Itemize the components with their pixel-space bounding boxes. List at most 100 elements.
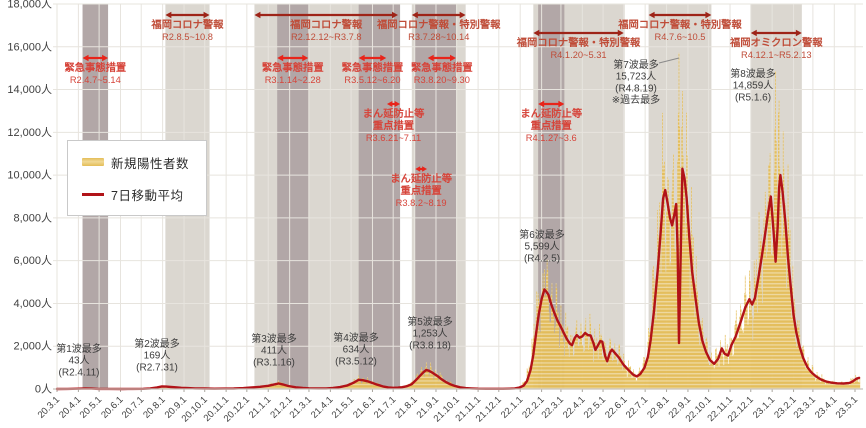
svg-text:(R2.4.11): (R2.4.11): [59, 367, 100, 378]
svg-text:21.6.1: 21.6.1: [351, 394, 377, 420]
svg-text:169人: 169人: [144, 350, 171, 362]
svg-text:43人: 43人: [68, 355, 89, 367]
svg-text:福岡コロナ警報: 福岡コロナ警報: [289, 18, 363, 31]
svg-text:2,000人: 2,000人: [13, 340, 52, 353]
svg-text:R4.1.20~5.31: R4.1.20~5.31: [550, 50, 606, 60]
svg-text:14,000人: 14,000人: [7, 83, 52, 96]
svg-text:8,000人: 8,000人: [13, 211, 52, 224]
svg-text:第8波最多: 第8波最多: [730, 67, 776, 80]
svg-text:R2.12.12~R3.7.8: R2.12.12~R3.7.8: [291, 32, 362, 42]
svg-text:まん延防止等: まん延防止等: [390, 172, 452, 185]
svg-text:22.1.1: 22.1.1: [499, 394, 525, 420]
svg-text:(R4.8.19): (R4.8.19): [615, 83, 657, 94]
svg-text:※過去最多: ※過去最多: [612, 93, 660, 106]
svg-text:福岡コロナ警報・特別警報: 福岡コロナ警報・特別警報: [376, 18, 501, 31]
svg-text:20.3.1: 20.3.1: [36, 394, 62, 420]
svg-text:21.5.1: 21.5.1: [330, 394, 356, 420]
svg-text:15,723人: 15,723人: [616, 71, 657, 83]
svg-text:緊急事態措置: 緊急事態措置: [411, 61, 473, 74]
svg-text:第4波最多: 第4波最多: [333, 331, 379, 344]
svg-text:21.7.1: 21.7.1: [372, 394, 398, 420]
svg-text:第5波最多: 第5波最多: [407, 315, 453, 328]
svg-text:R2.4.7~5.14: R2.4.7~5.14: [70, 75, 121, 85]
svg-text:(R3.5.12): (R3.5.12): [335, 356, 377, 367]
svg-text:緊急事態措置: 緊急事態措置: [64, 61, 126, 74]
svg-text:R3.6.21~7.11: R3.6.21~7.11: [366, 133, 421, 143]
svg-text:(R3.1.16): (R3.1.16): [253, 357, 295, 368]
svg-text:20.6.1: 20.6.1: [99, 394, 125, 420]
legend-item-new-cases: 新規陽性者数: [82, 151, 198, 173]
svg-text:R4.7.6~10.5: R4.7.6~10.5: [655, 32, 706, 42]
svg-text:22.7.1: 22.7.1: [624, 394, 650, 420]
gridlines: [53, 3, 863, 389]
svg-text:R2.8.5~10.8: R2.8.5~10.8: [162, 32, 213, 42]
svg-text:22.5.1: 22.5.1: [582, 394, 608, 420]
svg-text:(R5.1.6): (R5.1.6): [735, 92, 771, 103]
svg-text:20.4.1: 20.4.1: [57, 394, 83, 420]
svg-text:22.4.1: 22.4.1: [561, 394, 587, 420]
svg-text:福岡コロナ警報: 福岡コロナ警報: [150, 18, 224, 31]
svg-text:21.8.1: 21.8.1: [393, 394, 419, 420]
svg-text:23.3.1: 23.3.1: [792, 394, 818, 420]
svg-text:634人: 634人: [343, 344, 370, 356]
legend-bar-label: 新規陽性者数: [111, 156, 190, 171]
svg-text:まん延防止等: まん延防止等: [363, 107, 425, 120]
svg-text:まん延防止等: まん延防止等: [520, 107, 582, 120]
svg-text:14,859人: 14,859人: [733, 80, 774, 92]
svg-text:緊急事態措置: 緊急事態措置: [342, 61, 404, 74]
svg-text:12,000人: 12,000人: [7, 126, 52, 139]
svg-text:重点措置: 重点措置: [373, 119, 414, 132]
svg-text:(R3.8.18): (R3.8.18): [409, 340, 451, 351]
svg-text:福岡コロナ警報・特別警報: 福岡コロナ警報・特別警報: [516, 36, 641, 49]
svg-text:福岡コロナ警報・特別警報: 福岡コロナ警報・特別警報: [617, 18, 742, 31]
svg-text:緊急事態措置: 緊急事態措置: [262, 61, 324, 74]
svg-text:22.6.1: 22.6.1: [603, 394, 629, 420]
legend: 新規陽性者数 7日移動平均: [67, 140, 207, 216]
svg-text:18,000人: 18,000人: [7, 0, 52, 11]
svg-text:(R2.7.31): (R2.7.31): [136, 362, 178, 373]
svg-text:R3.7.28~10.14: R3.7.28~10.14: [408, 32, 469, 42]
legend-item-moving-average: 7日移動平均: [82, 183, 198, 205]
svg-text:5,599人: 5,599人: [524, 241, 559, 253]
svg-text:R3.5.12~6.20: R3.5.12~6.20: [344, 75, 400, 85]
svg-text:6,000人: 6,000人: [13, 254, 52, 267]
svg-text:20.5.1: 20.5.1: [78, 394, 104, 420]
svg-text:R4.12.1~R5.2.13: R4.12.1~R5.2.13: [741, 50, 812, 60]
svg-text:(R4.2.5): (R4.2.5): [524, 253, 560, 264]
measure-annotations: 福岡コロナ警報R2.8.5~10.8福岡コロナ警報R2.12.12~R3.7.8…: [64, 11, 823, 208]
svg-text:重点措置: 重点措置: [531, 119, 572, 132]
legend-line-label: 7日移動平均: [111, 188, 184, 203]
svg-text:第3波最多: 第3波最多: [251, 332, 297, 345]
svg-text:22.8.1: 22.8.1: [645, 394, 671, 420]
svg-text:第2波最多: 第2波最多: [134, 337, 180, 350]
line-swatch-icon: [82, 192, 104, 196]
svg-text:第6波最多: 第6波最多: [519, 228, 565, 241]
svg-text:福岡オミクロン警報: 福岡オミクロン警報: [729, 36, 823, 49]
svg-text:21.4.1: 21.4.1: [309, 394, 335, 420]
svg-text:第1波最多: 第1波最多: [56, 342, 102, 355]
svg-text:23.5.1: 23.5.1: [834, 394, 860, 420]
svg-text:4,000人: 4,000人: [13, 297, 52, 310]
bar-swatch-icon: [82, 158, 104, 166]
svg-text:21.3.1: 21.3.1: [288, 394, 314, 420]
svg-text:20.8.1: 20.8.1: [141, 394, 167, 420]
svg-text:10,000人: 10,000人: [7, 169, 52, 182]
